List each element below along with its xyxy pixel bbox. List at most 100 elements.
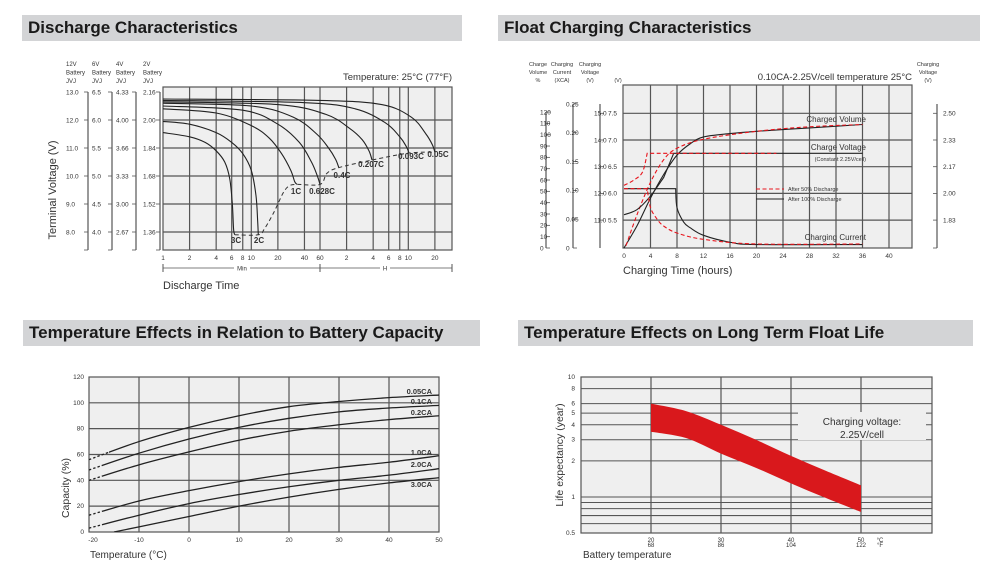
- discharge-curve-label: 2C: [254, 236, 264, 245]
- capacity-y-tick-label: 60: [77, 451, 85, 458]
- discharge-x-axis-title: Discharge Time: [163, 280, 239, 292]
- float-axis-tick-label: 0.25: [566, 101, 579, 108]
- section-title-temperature-capacity: Temperature Effects in Relation to Batte…: [23, 320, 480, 346]
- float-curve-charged_volume_pct-100pct: [623, 123, 863, 249]
- float-axis-tick-label: 0.10: [566, 188, 579, 195]
- discharge-curve-0.628C: [162, 105, 321, 185]
- life-y-tick-label: 10: [568, 374, 576, 381]
- float-axis-tick-label: 50: [540, 189, 548, 196]
- discharge-y-tick-label: 5.5: [92, 146, 101, 153]
- life-y-tick-label: 1: [571, 494, 575, 501]
- float-axis-header: Charging: [551, 62, 573, 68]
- discharge-x-tick-label: 60: [316, 255, 324, 262]
- float-axis-tick-label: 20: [540, 223, 548, 230]
- discharge-y-axis-header: JVJ: [116, 79, 126, 85]
- capacity-y-tick-label: 20: [77, 503, 85, 510]
- discharge-x-tick-label: 6: [230, 255, 234, 262]
- discharge-x-tick-label: 4: [371, 255, 375, 262]
- discharge-x-tick-label: 20: [274, 255, 282, 262]
- life-x-tick-celsius: 40: [788, 538, 795, 544]
- discharge-y-axis-header: 12V: [66, 62, 77, 68]
- capacity-y-tick-label: 0: [80, 529, 84, 536]
- discharge-y-tick-label: 6.0: [92, 118, 101, 125]
- float-axis-header: (V): [586, 78, 594, 84]
- float-axis-header: Charge: [529, 62, 547, 68]
- discharge-y-axis-header: JVJ: [66, 79, 76, 85]
- life-annotation-line1: Charging voltage:: [823, 417, 901, 428]
- float-curve-charging_current_ca-50pct: [624, 188, 863, 245]
- float-axis-tick-label: 6.0: [608, 191, 617, 198]
- discharge-y-axis-header: Battery: [143, 71, 162, 77]
- discharge-y-tick-label: 12.0: [66, 118, 79, 125]
- life-y-tick-label: 6: [571, 401, 575, 408]
- life-x-unit-fahrenheit: °F: [877, 543, 883, 549]
- discharge-curve-label: 3C: [231, 236, 241, 245]
- discharge-y-tick-label: 1.36: [143, 230, 156, 237]
- float-legend-label: After 100% Discharge: [788, 197, 842, 203]
- discharge-x-tick-label: 8: [398, 255, 402, 262]
- capacity-x-tick-label: -20: [88, 537, 98, 544]
- discharge-y-tick-label: 1.52: [143, 202, 156, 209]
- float-axis-tick-label: 100: [540, 132, 551, 139]
- discharge-h-label: H: [383, 267, 387, 273]
- float-axis-tick-label: 2.33: [943, 137, 956, 144]
- capacity-y-tick-label: 120: [73, 374, 84, 381]
- discharge-x-tick-label: 6: [387, 255, 391, 262]
- float-label-voltage-note: (Constant 2.25V/cell): [815, 157, 867, 163]
- float-axis-tick-label: 30: [540, 211, 548, 218]
- discharge-curve-2C: [162, 120, 259, 235]
- capacity-curve-0.2CA: [104, 415, 440, 477]
- capacity-x-tick-label: 10: [235, 537, 243, 544]
- float-curve-charging_current_ca-100pct: [624, 188, 863, 246]
- discharge-y-tick-label: 4.0: [92, 230, 101, 237]
- float-axis-header: Voltage: [581, 70, 599, 76]
- float-x-tick-label: 32: [832, 253, 840, 260]
- float-axis-header: (V): [614, 78, 622, 84]
- float-x-axis-title: Charging Time (hours): [623, 265, 732, 277]
- float-label-charge-voltage: Charge Voltage: [811, 143, 867, 152]
- discharge-y-tick-label: 1.84: [143, 146, 156, 153]
- float-axis-header: Current: [553, 70, 572, 76]
- float-axis-tick-label: 0.05: [566, 217, 579, 224]
- discharge-y-axis-header: JVJ: [143, 79, 153, 85]
- float-x-tick-label: 40: [885, 253, 893, 260]
- capacity-x-tick-label: -10: [134, 537, 144, 544]
- discharge-y-tick-label: 1.68: [143, 174, 156, 181]
- float-x-tick-label: 24: [779, 253, 787, 260]
- float-axis-header: (XCA): [555, 78, 570, 84]
- float-axis-tick-label: 2.00: [943, 191, 956, 198]
- float-axis-tick-label: 7.0: [608, 137, 617, 144]
- discharge-curve-0.207C: [162, 101, 373, 161]
- life-x-unit-celsius: °C: [877, 538, 884, 544]
- life-annotation-bg: [798, 412, 926, 440]
- discharge-y-tick-label: 2.00: [143, 118, 156, 125]
- float-axis-header: %: [536, 78, 541, 84]
- discharge-y-tick-label: 9.0: [66, 202, 75, 209]
- capacity-curve-0.1CA: [104, 404, 440, 466]
- section-title-float-life: Temperature Effects on Long Term Float L…: [518, 320, 973, 346]
- float-axis-tick-label: 14.0: [594, 137, 607, 144]
- float-axis-tick-label: 60: [540, 177, 548, 184]
- capacity-x-tick-label: 30: [335, 537, 343, 544]
- capacity-curve-label: 2.0CA: [411, 460, 433, 469]
- float-axis-header: Charging: [579, 62, 601, 68]
- discharge-curve-label: 1C: [291, 187, 301, 196]
- float-axis-header: Volume: [529, 70, 547, 76]
- discharge-y-tick-label: 2.67: [116, 230, 129, 237]
- discharge-y-axis-header: Battery: [116, 71, 135, 77]
- float-axis-tick-label: 80: [540, 155, 548, 162]
- life-y-axis-title: Life expectancy (year): [554, 403, 566, 506]
- capacity-curve-label: 1.0CA: [411, 448, 433, 457]
- float-axis-tick-label: 5.5: [608, 217, 617, 224]
- life-annotation-line2: 2.25V/cell: [840, 430, 884, 441]
- float-axis-header: Voltage: [919, 70, 937, 76]
- discharge-x-tick-label: 4: [214, 255, 218, 262]
- float-axis-tick-label: 12.0: [594, 191, 607, 198]
- section-title-discharge: Discharge Characteristics: [22, 15, 462, 41]
- discharge-curve-label: 0.4C: [334, 171, 351, 180]
- discharge-plot-area: [162, 86, 453, 251]
- life-x-tick-celsius: 50: [858, 538, 865, 544]
- discharge-y-tick-label: 3.00: [116, 202, 129, 209]
- float-label-charged-volume: Charged Volume: [806, 115, 866, 124]
